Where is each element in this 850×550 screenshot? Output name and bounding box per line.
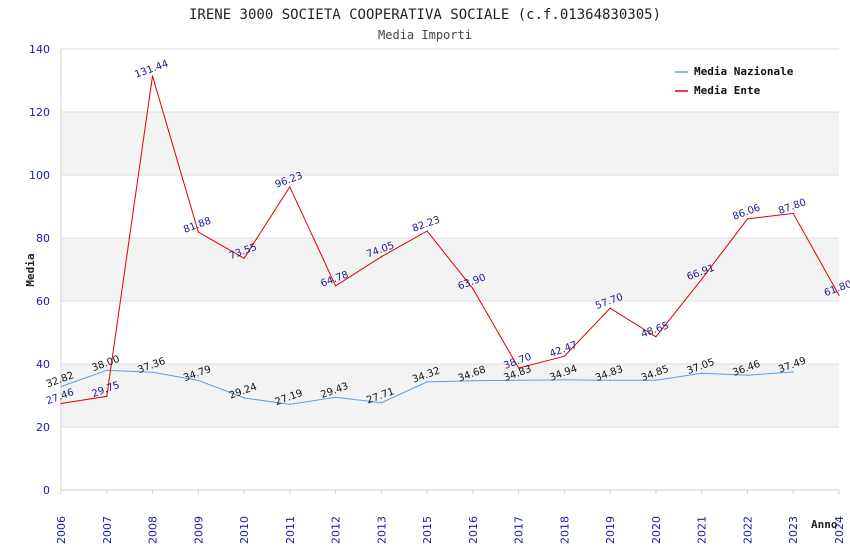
y-tick-label: 120	[29, 106, 50, 119]
data-label: 87.80	[777, 197, 808, 217]
legend-label-nazionale: Media Nazionale	[694, 65, 794, 78]
data-point	[380, 256, 382, 258]
data-point	[106, 369, 108, 371]
data-point	[197, 379, 199, 382]
series-lines	[60, 75, 840, 405]
data-point	[289, 403, 291, 405]
data-point	[60, 402, 62, 405]
x-tick-label: 2009	[192, 516, 205, 544]
x-tick-label: 2021	[696, 516, 709, 544]
plot-band	[61, 112, 839, 175]
x-tick-label: 2017	[513, 516, 526, 544]
x-tick-label: 2012	[330, 516, 343, 544]
y-tick-label: 80	[36, 232, 50, 245]
data-point	[380, 402, 382, 404]
series-line-ente	[60, 75, 840, 404]
x-tick-label: 2016	[467, 516, 480, 544]
data-point	[426, 230, 428, 232]
data-point	[334, 285, 337, 287]
x-tick-label: 2019	[604, 516, 617, 544]
data-point	[792, 212, 794, 215]
x-tick-label: 2008	[147, 516, 160, 544]
x-tick-label: 2020	[650, 516, 663, 544]
data-point	[106, 395, 108, 397]
data-label: 48.65	[640, 320, 671, 340]
data-point	[746, 218, 749, 220]
data-point	[746, 374, 749, 376]
x-tick-label: 2011	[284, 516, 297, 544]
data-point	[838, 294, 840, 296]
data-point	[609, 307, 611, 309]
x-tick-label: 2007	[101, 516, 114, 544]
legend: Media Nazionale Media Ente	[675, 65, 794, 97]
data-point	[197, 231, 199, 233]
chart-title: IRENE 3000 SOCIETA COOPERATIVA SOCIALE (…	[189, 7, 661, 23]
data-point	[243, 397, 245, 399]
chart-subtitle: Media Importi	[378, 28, 472, 42]
data-point	[563, 355, 566, 357]
data-point	[60, 386, 62, 388]
y-tick-label: 140	[29, 43, 50, 56]
x-tick-label: 2022	[741, 516, 754, 544]
data-point	[655, 379, 657, 381]
data-point	[701, 278, 703, 280]
data-point	[243, 257, 245, 259]
x-tick-label: 2023	[787, 516, 800, 544]
data-point	[472, 288, 474, 290]
x-tick-label: 2018	[558, 516, 571, 544]
data-point	[334, 396, 337, 398]
data-label: 81.88	[182, 216, 213, 236]
data-point	[792, 371, 794, 373]
data-point	[151, 371, 154, 373]
plot-bands	[61, 112, 839, 427]
data-label: 131.44	[133, 58, 170, 80]
y-tick-label: 0	[43, 484, 50, 497]
data-point	[426, 381, 428, 383]
gridlines	[61, 48, 839, 491]
data-point	[609, 379, 611, 381]
x-tick-label: 2010	[238, 516, 251, 544]
data-point	[151, 75, 154, 77]
data-point	[655, 336, 657, 338]
axes	[60, 49, 840, 494]
data-point	[563, 379, 566, 381]
plot-band	[61, 364, 839, 427]
data-point	[518, 367, 520, 369]
y-tick-label: 100	[29, 169, 50, 182]
y-tick-label: 40	[36, 358, 50, 371]
data-point	[701, 372, 703, 374]
y-axis-label: Media	[24, 253, 37, 286]
x-tick-label: 2013	[375, 516, 388, 544]
data-point	[472, 380, 474, 382]
legend-label-ente: Media Ente	[694, 84, 761, 97]
x-tick-label: 2006	[55, 516, 68, 544]
plot-band	[61, 238, 839, 301]
y-tick-label: 20	[36, 421, 50, 434]
data-point	[289, 186, 291, 188]
x-axis-label: Anno	[811, 518, 838, 531]
data-point	[518, 379, 520, 381]
y-tick-label: 60	[36, 295, 50, 308]
x-tick-label: 2024	[833, 516, 846, 544]
x-tick-label: 2015	[421, 516, 434, 544]
tick-labels: 0 20 40 60 80 100 120 140 2006 2007 2008 2009 2010 20…	[29, 43, 846, 544]
